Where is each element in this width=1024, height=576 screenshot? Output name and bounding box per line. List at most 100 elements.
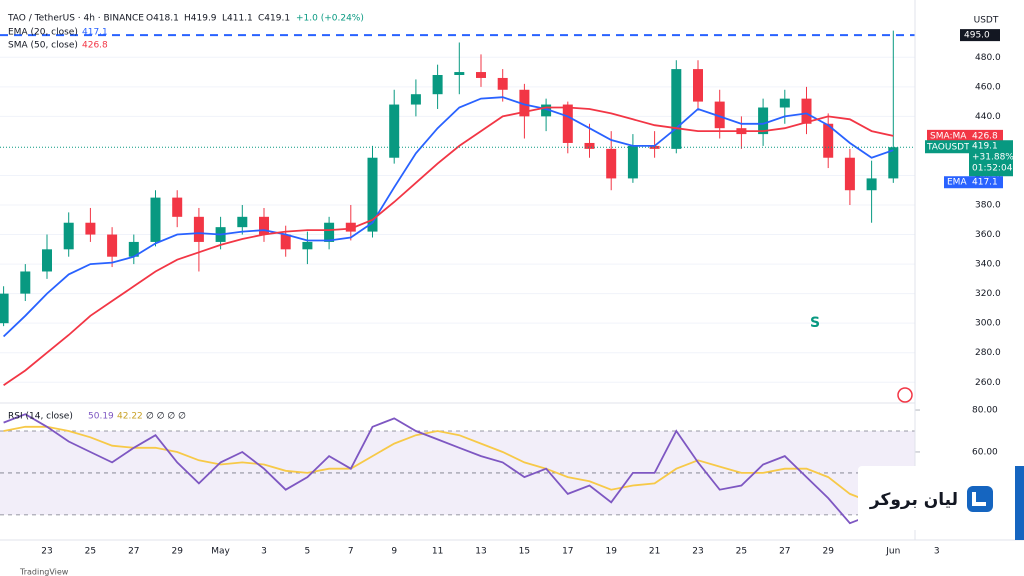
overlay: TAO / TetherUS · 4h · BINANCE O418.1 H41… [7, 14, 1024, 576]
logo-icon [967, 486, 993, 512]
y-tick-label: 480.0 [975, 53, 1001, 63]
candle-body [410, 94, 421, 105]
candle-body [627, 145, 638, 179]
sma-badge-label: SMA:MA [930, 131, 967, 141]
indicator-line [3, 425, 894, 504]
y-tick-label: 260.0 [975, 378, 1001, 388]
ema-value-badge [969, 176, 1003, 189]
candle-body [454, 72, 465, 75]
candle-body [42, 249, 52, 272]
candle-body [497, 77, 508, 90]
candle-body [259, 216, 269, 235]
alert-icon[interactable] [897, 387, 913, 403]
indicator-line [3, 106, 894, 386]
x-tick-label: 29 [822, 547, 834, 557]
legend-sma: SMA (50, close) [8, 41, 78, 51]
y-tick-label: 280.0 [975, 348, 1001, 358]
y-tick-label: 380.0 [975, 201, 1001, 211]
price-change: +31.88% [972, 153, 1014, 163]
rsi-pane: 80.00 60.00 [0, 406, 998, 525]
annotation: S [810, 315, 820, 331]
x-tick-label: 5 [305, 547, 311, 557]
candle-body [562, 104, 573, 143]
candle-body [606, 148, 617, 179]
ohlc-high: H419.9 [184, 14, 217, 24]
x-tick-label: 9 [391, 547, 397, 557]
candle-body [128, 241, 139, 257]
x-tick-label: 23 [41, 547, 52, 557]
logo-mark [972, 492, 986, 506]
x-tick-label: 25 [85, 547, 96, 557]
candle-body [823, 123, 834, 158]
candle-body [324, 222, 335, 242]
candle-body [172, 197, 183, 217]
currency: USDT [974, 16, 999, 26]
x-tick-label: 21 [649, 547, 660, 557]
candle-body [63, 222, 74, 250]
candle-body [0, 293, 9, 324]
y-tick-label: 440.0 [975, 112, 1001, 122]
x-tick-label: 13 [475, 547, 486, 557]
candle-body [85, 222, 96, 235]
x-tick-label: Jun [885, 547, 900, 557]
candle-body [237, 216, 248, 228]
ema-badge [944, 176, 969, 189]
candle-body [541, 104, 552, 117]
x-tick-label: May [211, 547, 230, 557]
candle-body [345, 222, 356, 232]
x-tick-label: 3 [261, 547, 267, 557]
symbol-badge-label: TAOUSDT [926, 143, 970, 153]
legend-ema-value: 417.1 [82, 28, 108, 38]
candle-body [367, 157, 378, 232]
candle-body [671, 69, 682, 149]
y-tick-label: 80.00 [972, 406, 998, 416]
candle-body [150, 197, 161, 242]
indicator-line [3, 413, 895, 525]
legend-extra: ∅ ∅ ∅ ∅ [146, 412, 186, 422]
candle-body [801, 98, 812, 124]
candle-body [107, 234, 118, 257]
candle-body [584, 142, 595, 149]
candle-body [714, 101, 725, 129]
logo-text: لیان بروکر [869, 490, 958, 510]
candle-body [779, 98, 790, 108]
candle-body [476, 72, 486, 78]
x-tick-label: 27 [128, 547, 139, 557]
x-tick-label: 19 [605, 547, 617, 557]
x-tick-label: 23 [692, 547, 703, 557]
sma-value: 426.8 [972, 131, 998, 141]
legend-rsi: RSI (14, close) [8, 412, 73, 422]
legend-ema: EMA (20, close) [8, 28, 78, 38]
candle-body [866, 178, 877, 191]
symbol-badge [925, 140, 969, 154]
y-tick-label: 340.0 [975, 260, 1001, 270]
indicator-line [2, 96, 894, 338]
x-tick-label: 7 [348, 547, 354, 557]
candle-body [432, 75, 443, 95]
candle-body [758, 107, 769, 135]
countdown: 01:52:04 [972, 164, 1013, 174]
y-tick-label: 460.0 [975, 82, 1001, 92]
price-badge [969, 140, 1013, 177]
y-tick-label: 300.0 [975, 319, 1001, 329]
hline-badge [960, 29, 1000, 42]
candle-body [519, 89, 530, 117]
hline-label: 495.0 [964, 31, 990, 41]
ohlc-open: O418.1 [146, 14, 179, 24]
legend-rsi-value: 50.19 [88, 412, 114, 422]
x-tick-label: 17 [562, 547, 573, 557]
x-tick-label: 11 [432, 547, 443, 557]
logo-bar [1015, 466, 1024, 540]
legend-rsi-ma-value: 42.22 [117, 412, 143, 422]
candle-body [20, 271, 31, 294]
ohlc-low: L411.1 [222, 14, 253, 24]
ohlc-change: +1.0 (+0.24%) [296, 14, 364, 24]
candle-body [280, 234, 291, 250]
watermark: TradingView [19, 568, 69, 576]
candle-body [302, 241, 313, 250]
ema-value: 417.1 [972, 178, 998, 188]
legend-sma-value: 426.8 [82, 41, 108, 51]
